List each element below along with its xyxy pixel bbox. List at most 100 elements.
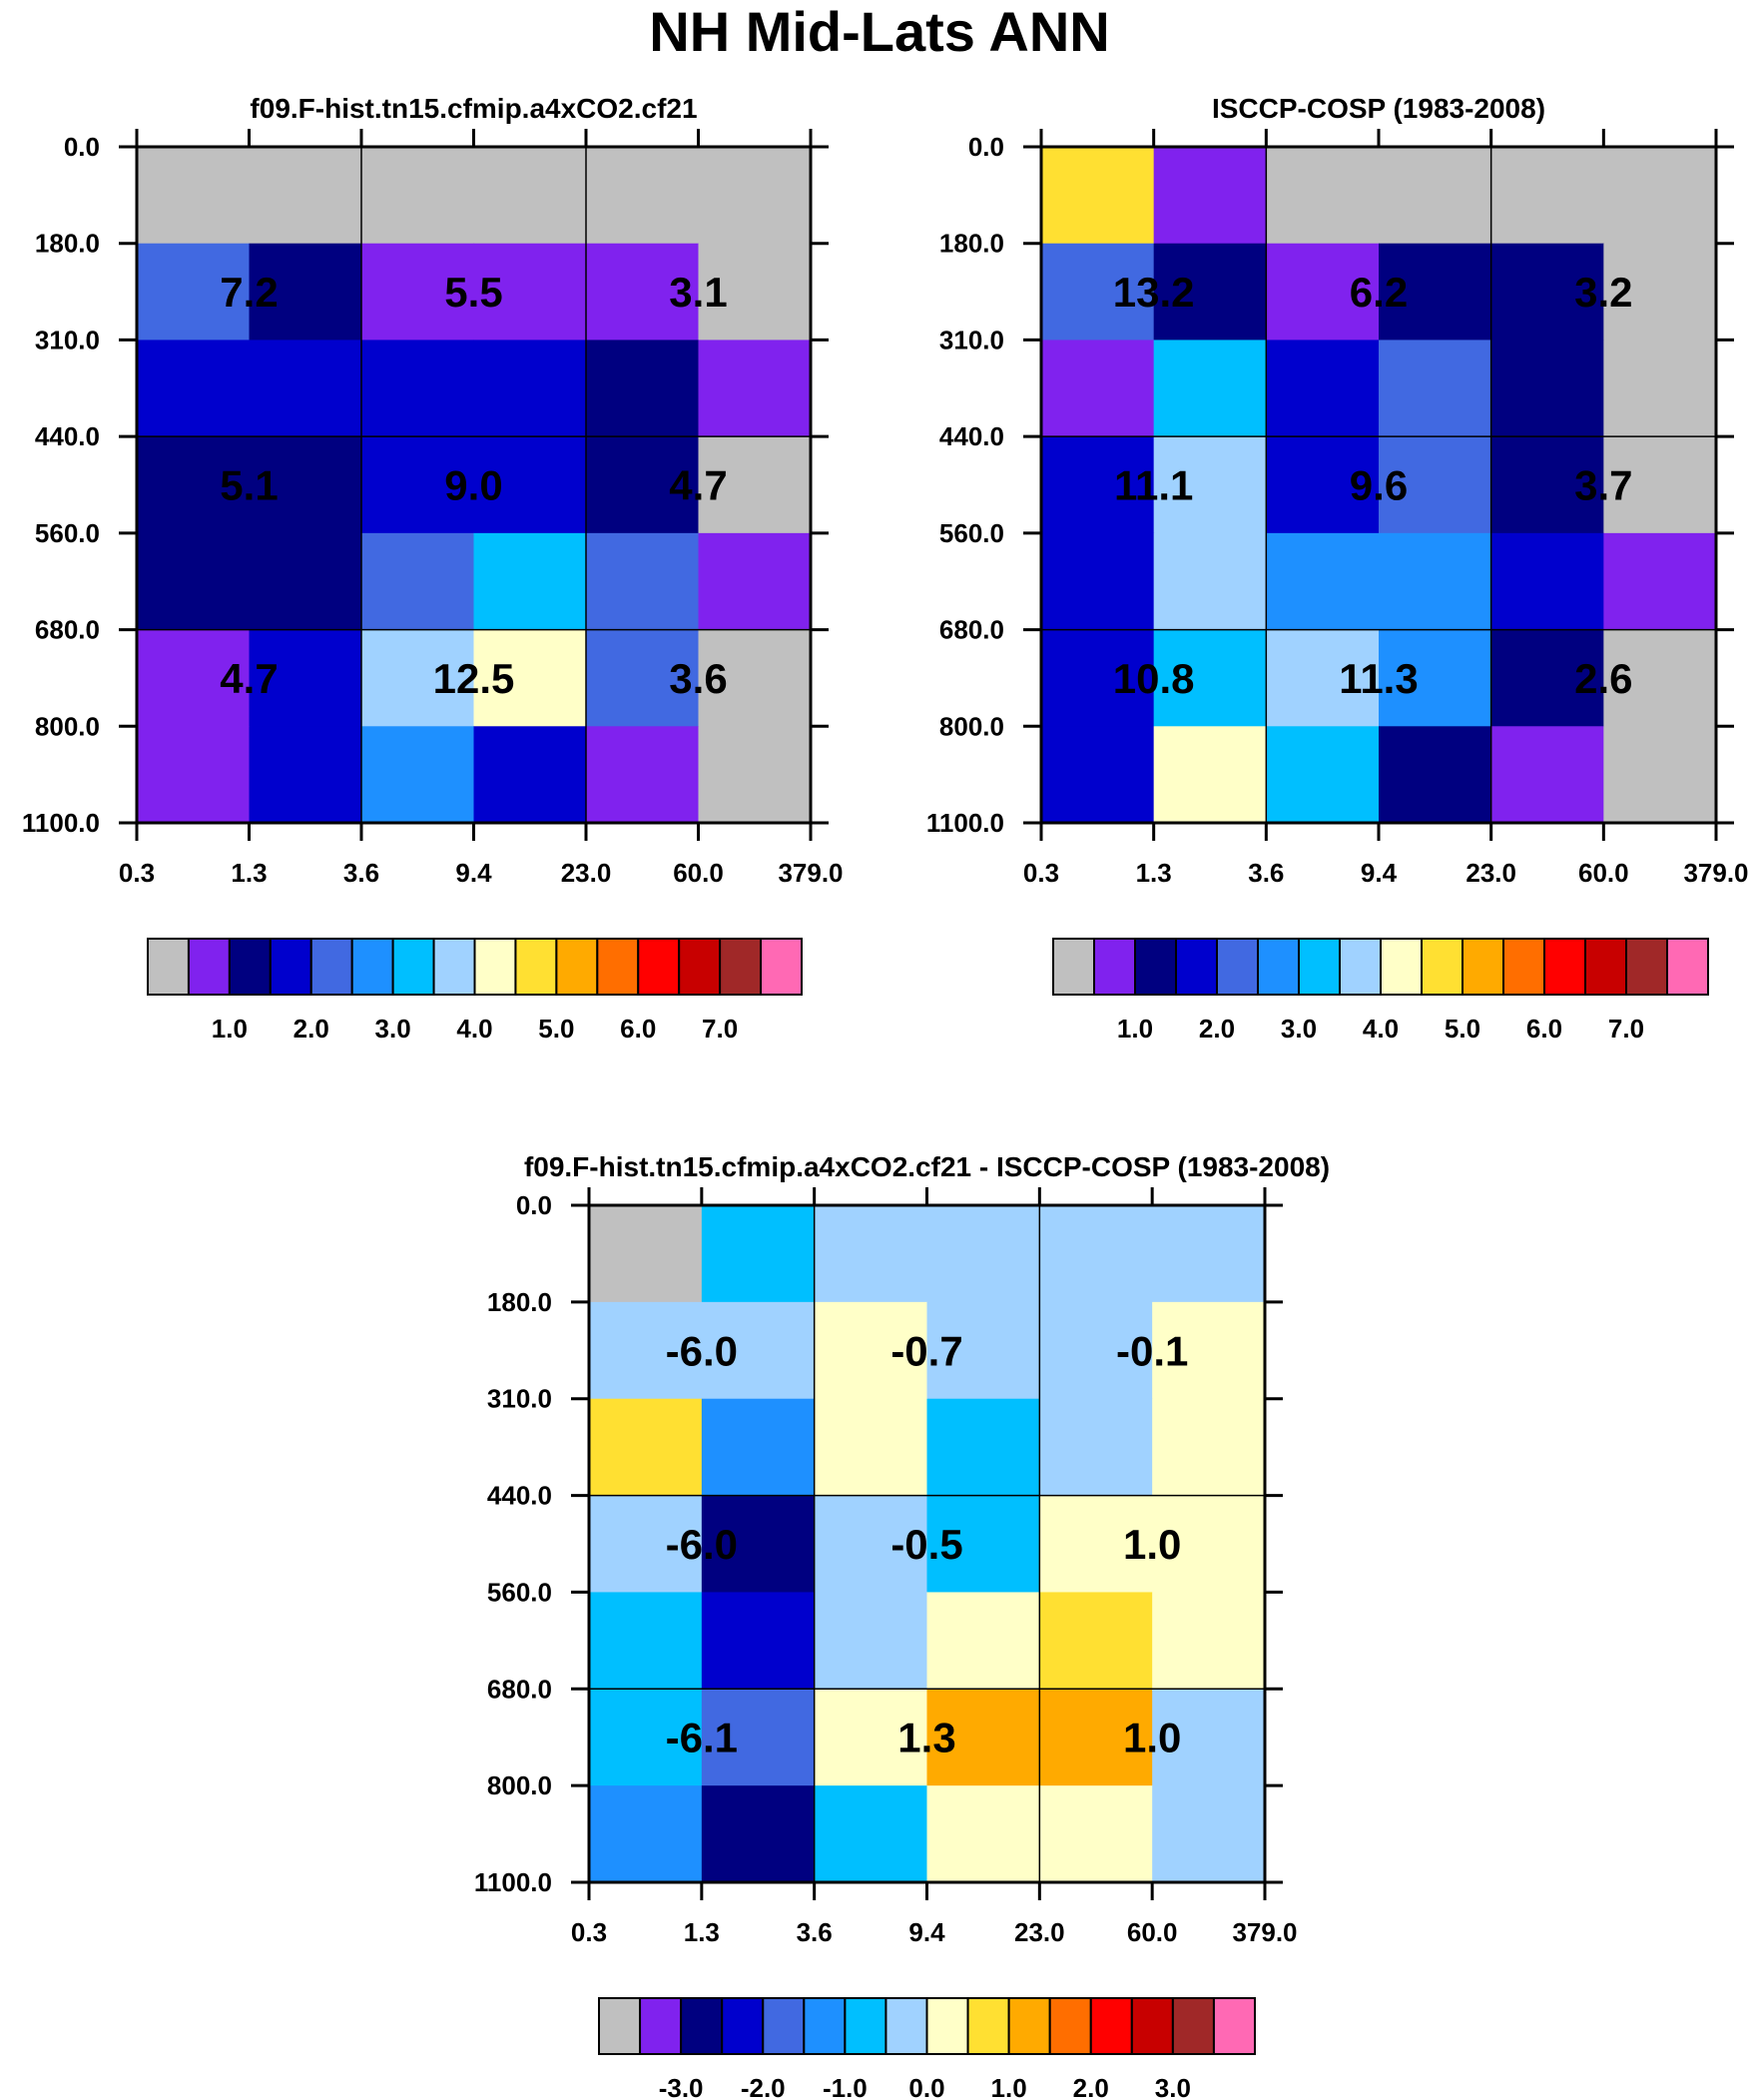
heatmap-cell <box>1490 147 1604 245</box>
heatmap-cell <box>1039 1205 1153 1303</box>
colorbar-label: 1.0 <box>991 2073 1027 2100</box>
heatmap-cell <box>701 1495 816 1594</box>
heatmap-cell <box>137 340 251 437</box>
x-tick-label: 3.6 <box>343 858 379 888</box>
colorbar-swatch <box>1666 938 1709 996</box>
heatmap-cell <box>1266 629 1380 727</box>
data-label: 5.5 <box>444 269 502 316</box>
heatmap-cell <box>1603 532 1717 631</box>
heatmap-cell <box>926 1205 1040 1303</box>
colorbar-swatch <box>432 938 476 996</box>
x-tick-label: 0.3 <box>571 1917 607 1947</box>
heatmap-cell <box>1379 629 1492 727</box>
heatmap-cell <box>1153 243 1267 342</box>
y-tick-label: 680.0 <box>35 615 100 645</box>
colorbar-swatch <box>1089 1997 1133 2055</box>
data-label: 3.2 <box>1574 269 1632 316</box>
heatmap-cell <box>473 340 587 437</box>
heatmap-cell <box>698 629 812 727</box>
heatmap-cell <box>249 629 362 727</box>
colorbar-swatch <box>721 1997 765 2055</box>
data-label: 13.2 <box>1113 269 1195 316</box>
heatmap-cell <box>701 1301 816 1400</box>
colorbar-swatch <box>639 1997 683 2055</box>
panel-title: ISCCP-COSP (1983-2008) <box>1212 93 1545 124</box>
data-label: 11.1 <box>1114 462 1193 509</box>
y-tick-label: 800.0 <box>35 711 100 741</box>
x-tick-label: 60.0 <box>1127 1917 1178 1947</box>
heatmap-cell <box>1379 726 1492 824</box>
y-tick-label: 180.0 <box>939 229 1004 259</box>
heatmap-cell <box>1041 147 1155 245</box>
y-tick-label: 0.0 <box>968 132 1004 162</box>
heatmap-cell <box>1603 340 1717 437</box>
colorbar-swatch <box>760 938 803 996</box>
colorbar-swatch <box>1462 938 1504 996</box>
heatmap-cell <box>137 629 251 727</box>
heatmap-cell <box>137 436 251 534</box>
colorbar-swatch <box>1380 938 1423 996</box>
heatmap-cell <box>589 1398 703 1497</box>
y-tick-label: 0.0 <box>516 1190 552 1220</box>
heatmap-cell <box>1490 726 1604 824</box>
heatmap-cell <box>1603 436 1717 534</box>
y-tick-label: 560.0 <box>487 1577 552 1607</box>
heatmap-cell <box>361 629 475 727</box>
x-tick-label: 3.6 <box>797 1917 833 1947</box>
data-label: 3.7 <box>1574 462 1632 509</box>
colorbar-label: 4.0 <box>456 1014 492 1044</box>
colorbar-swatch <box>391 938 435 996</box>
heatmap-cell <box>586 726 700 824</box>
colorbar-swatch <box>1134 938 1177 996</box>
heatmap-cell <box>926 1301 1040 1400</box>
y-tick-label: 1100.0 <box>22 808 100 838</box>
colorbar-label: 7.0 <box>702 1014 738 1044</box>
colorbar-label: 1.0 <box>1117 1014 1153 1044</box>
panel-2: 0.0 180.0 310.0 440.0 560.0 680.0 800.0 1100.0 0… <box>926 93 1749 1044</box>
heatmap-cell <box>1266 726 1380 824</box>
colorbar-label: 3.0 <box>1155 2073 1191 2100</box>
colorbar-swatch <box>678 938 722 996</box>
colorbar-swatch <box>269 938 312 996</box>
y-tick-label: 1100.0 <box>926 808 1004 838</box>
colorbar-swatch <box>762 1997 806 2055</box>
heatmap-cell <box>1041 726 1155 824</box>
heatmap-cell <box>1152 1398 1266 1497</box>
y-tick-label: 310.0 <box>487 1384 552 1414</box>
heatmap-cell <box>1490 340 1604 437</box>
colorbar-swatch <box>1171 1997 1215 2055</box>
colorbar-swatch <box>1093 938 1136 996</box>
heatmap-cell <box>586 436 700 534</box>
x-tick-label: 9.4 <box>908 1917 945 1947</box>
colorbar-swatch <box>1052 938 1095 996</box>
heatmap-cell <box>1039 1398 1153 1497</box>
colorbar-label: -2.0 <box>741 2073 786 2100</box>
y-tick-label: 1100.0 <box>474 1867 552 1897</box>
heatmap-cell <box>698 436 812 534</box>
heatmap-cell <box>1266 532 1380 631</box>
heatmap-cell <box>698 340 812 437</box>
data-label: 9.6 <box>1350 462 1408 509</box>
heatmap-cell <box>1266 340 1380 437</box>
panel-title: f09.F-hist.tn15.cfmip.a4xCO2.cf21 <box>250 93 697 124</box>
data-label: 1.0 <box>1123 1521 1181 1568</box>
colorbar-swatch <box>555 938 599 996</box>
heatmap-cell <box>361 340 475 437</box>
colorbar-swatch <box>1625 938 1668 996</box>
y-tick-label: 800.0 <box>487 1770 552 1800</box>
y-tick-label: 0.0 <box>64 132 100 162</box>
heatmap-cell <box>586 340 700 437</box>
colorbar-swatch <box>596 938 640 996</box>
heatmap-cell <box>361 147 475 245</box>
colorbar-label: 2.0 <box>1199 1014 1235 1044</box>
heatmap-cell <box>249 243 362 342</box>
heatmap-cell <box>589 1495 703 1594</box>
heatmap-cell <box>814 1398 928 1497</box>
data-label: -0.5 <box>890 1521 962 1568</box>
heatmap-cell <box>1041 243 1155 342</box>
heatmap-cell <box>1153 532 1267 631</box>
x-tick-label: 9.4 <box>455 858 492 888</box>
colorbar-swatch <box>1048 1997 1092 2055</box>
heatmap-cell <box>1153 726 1267 824</box>
colorbar-label: 6.0 <box>1526 1014 1562 1044</box>
